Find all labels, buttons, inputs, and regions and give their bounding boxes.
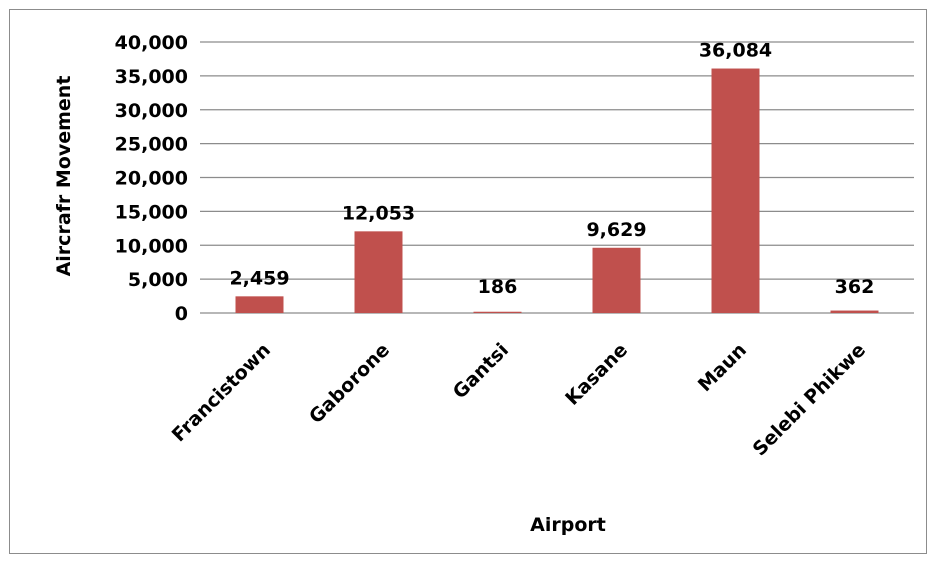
y-tick-label: 30,000: [115, 100, 188, 122]
y-tick-labels: 0 5,000 10,000 15,000 20,000 25,000 30,000 35,0…: [115, 32, 188, 325]
bar: [235, 296, 284, 313]
y-tick-label: 20,000: [115, 168, 188, 190]
bar: [473, 311, 522, 313]
x-tick-label: Maun: [694, 339, 751, 396]
data-label: 9,629: [586, 219, 646, 241]
data-label: 362: [835, 276, 875, 298]
x-tick-label: Selebi Phikwe: [749, 339, 870, 460]
bar: [830, 310, 879, 313]
data-label: 2,459: [229, 267, 289, 289]
y-tick-label: 25,000: [115, 134, 188, 156]
data-label: 186: [478, 276, 518, 298]
x-tick-label: Francistown: [168, 339, 275, 446]
x-tick-labels: Francistown Gaborone Gantsi Kasane MaunSeleb…: [168, 339, 870, 460]
bars: [235, 68, 879, 313]
bar: [711, 68, 760, 313]
y-tick-label: 35,000: [115, 66, 188, 88]
y-tick-label: 5,000: [128, 269, 188, 291]
data-label: 12,053: [342, 202, 415, 224]
y-tick-label: 10,000: [115, 235, 188, 257]
x-tick-label: Gaborone: [305, 339, 394, 428]
x-axis-title: Airport: [530, 514, 606, 536]
y-axis-title: Aircrafr Movement: [53, 76, 75, 277]
bar: [354, 231, 403, 313]
x-tick-label: Kasane: [561, 339, 632, 410]
chart-frame: [9, 9, 927, 554]
bar: [592, 247, 641, 313]
y-tick-label: 40,000: [115, 32, 188, 54]
gridlines: [200, 41, 914, 314]
y-tick-label: 15,000: [115, 201, 188, 223]
data-label: 36,084: [699, 40, 772, 62]
x-tick-label: Gantsi: [449, 339, 513, 403]
y-tick-label: 0: [175, 303, 188, 325]
data-labels: 2,459 12,053 186 9,629 36,084 362: [229, 40, 874, 298]
